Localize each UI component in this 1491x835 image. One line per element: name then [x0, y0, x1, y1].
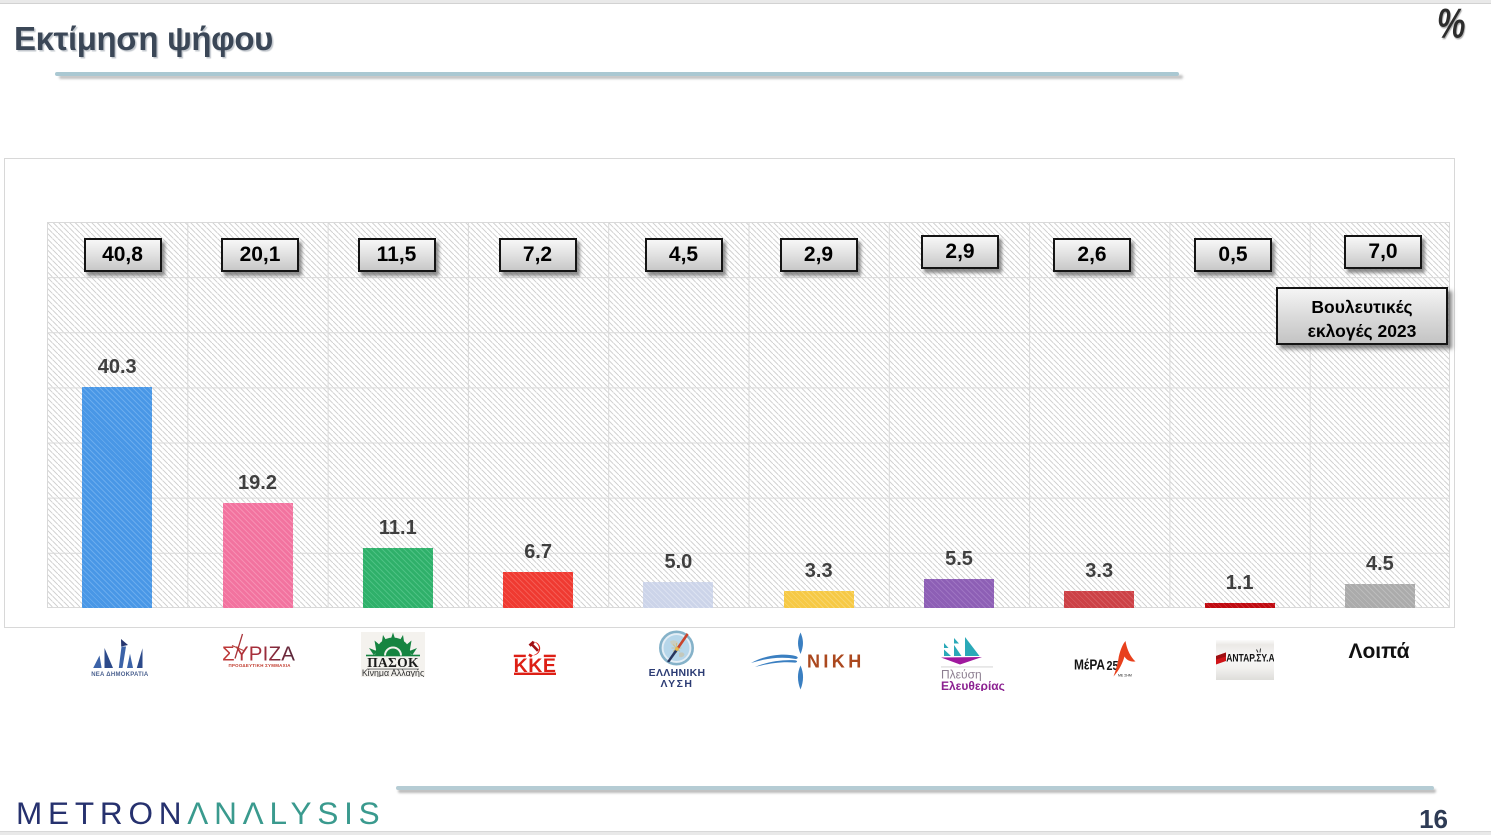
- svg-text:ΜέΡΑ: ΜέΡΑ: [1074, 658, 1105, 674]
- svg-text:25: 25: [1107, 659, 1119, 673]
- svg-text:Πλεύση: Πλεύση: [941, 668, 982, 682]
- svg-text:ΚΚΕ: ΚΚΕ: [514, 655, 557, 677]
- svg-text:ΕΛΛΗΝΙΚΗ: ΕΛΛΗΝΙΚΗ: [649, 667, 705, 679]
- svg-text:ΜΕ ΣΗΜ: ΜΕ ΣΗΜ: [1118, 674, 1132, 678]
- svg-text:Ελευθερίας: Ελευθερίας: [941, 679, 1005, 691]
- svg-text:ΠΑΣΟΚ: ΠΑΣΟΚ: [367, 655, 419, 670]
- svg-text:Κίνημα Αλλαγής: Κίνημα Αλλαγής: [362, 668, 424, 677]
- svg-text:ΑΝΤΑΡ.ΣΥ.Α.: ΑΝΤΑΡ.ΣΥ.Α.: [1226, 653, 1274, 665]
- svg-text:ΣΥΡΙΖΑ: ΣΥΡΙΖΑ: [222, 643, 295, 666]
- svg-text:ΝΙΚΗ: ΝΙΚΗ: [807, 652, 865, 672]
- svg-text:ΛΥΣΗ: ΛΥΣΗ: [661, 678, 694, 689]
- svg-text:ΝΕΑ ΔΗΜΟΚΡΑΤΙΑ: ΝΕΑ ΔΗΜΟΚΡΑΤΙΑ: [91, 672, 148, 678]
- svg-text:ΠΡΟΟΔΕΥΤΙΚΗ ΣΥΜΜΑΧΙΑ: ΠΡΟΟΔΕΥΤΙΚΗ ΣΥΜΜΑΧΙΑ: [229, 663, 292, 668]
